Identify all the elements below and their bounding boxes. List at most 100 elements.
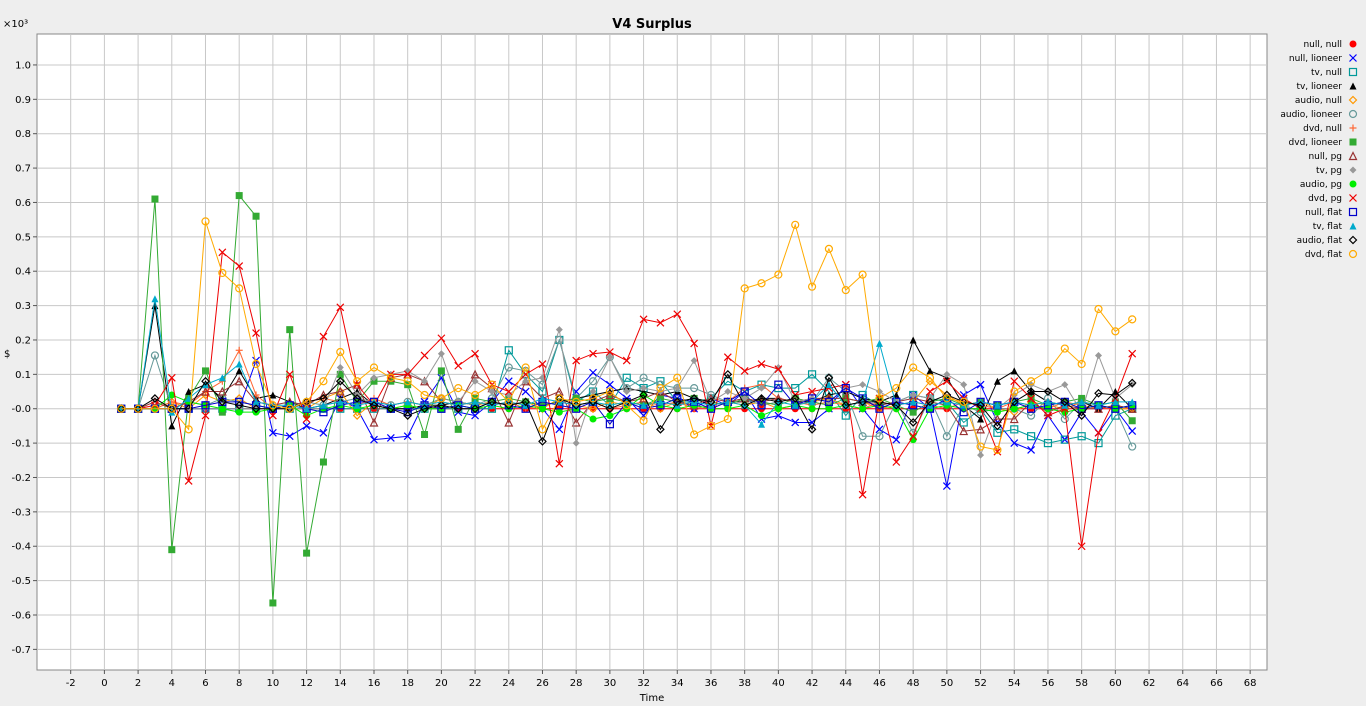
data-point <box>690 357 698 365</box>
data-point <box>201 386 210 396</box>
legend-item: audio, pg <box>1300 180 1357 190</box>
data-point <box>859 405 867 413</box>
x-tick-label: 58 <box>1075 678 1088 689</box>
data-point <box>471 349 480 358</box>
x-tick-label: 44 <box>839 678 852 689</box>
data-point <box>757 394 766 403</box>
y-tick-label: 1.0 <box>15 60 31 71</box>
legend-item: dvd, lioneer <box>1289 138 1357 148</box>
data-point <box>470 390 480 400</box>
data-point <box>285 404 294 413</box>
data-point <box>386 434 395 442</box>
data-point <box>824 373 834 383</box>
data-point <box>1010 439 1019 448</box>
x-tick-label: 18 <box>401 678 414 689</box>
legend-marker <box>1349 194 1357 202</box>
data-point <box>808 387 816 396</box>
data-point <box>1111 398 1119 406</box>
data-point <box>319 394 328 403</box>
x-tick-label: 26 <box>536 678 549 689</box>
data-point <box>403 370 412 379</box>
data-point <box>1094 428 1103 437</box>
data-point <box>251 359 261 369</box>
data-point <box>605 348 614 356</box>
data-point <box>622 373 631 382</box>
y-tick-label: -0.0 <box>11 404 31 415</box>
data-point <box>673 373 682 382</box>
data-point <box>454 361 463 370</box>
data-point <box>437 334 446 343</box>
data-point <box>706 397 716 407</box>
data-point <box>606 353 614 361</box>
data-point <box>454 425 462 433</box>
legend-label: null, lioneer <box>1289 54 1342 64</box>
data-point <box>319 332 328 341</box>
data-point <box>504 417 514 427</box>
data-point <box>185 394 193 402</box>
data-point <box>774 411 783 420</box>
data-point <box>151 195 159 203</box>
data-point <box>959 426 969 436</box>
data-point <box>538 425 547 434</box>
data-point <box>420 351 429 360</box>
data-point <box>774 363 782 371</box>
legend-item: tv, null <box>1311 67 1358 78</box>
data-point <box>471 411 480 420</box>
legend-item: null, null <box>1303 40 1357 50</box>
x-tick-label: 52 <box>974 678 987 689</box>
legend-marker <box>1349 82 1357 90</box>
data-point <box>555 425 564 434</box>
y-tick-label: -0.4 <box>11 542 31 553</box>
legend-marker <box>1348 67 1358 77</box>
data-point <box>420 404 429 414</box>
data-point <box>235 360 243 368</box>
data-point <box>234 400 244 410</box>
data-point <box>303 549 311 557</box>
data-point <box>471 398 479 406</box>
data-point <box>824 244 834 253</box>
data-point <box>268 411 277 420</box>
data-point <box>774 380 783 389</box>
data-point <box>217 386 227 396</box>
data-point <box>622 401 631 410</box>
y-tick-label: 0.8 <box>15 129 31 140</box>
x-tick-label: 28 <box>570 678 583 689</box>
y-axis: -0.7 -0.6 -0.5 -0.4 -0.3 -0.2 -0.1 -0.0 0.1 0.2 0.… <box>11 60 1267 656</box>
data-point <box>858 432 867 441</box>
data-point <box>656 383 665 393</box>
x-tick-label: 6 <box>202 678 208 689</box>
data-point <box>319 377 328 386</box>
data-point <box>150 404 160 413</box>
data-point <box>437 400 446 410</box>
data-point <box>723 353 732 362</box>
data-point <box>420 390 429 400</box>
data-point <box>1043 366 1053 376</box>
data-point <box>673 384 681 392</box>
data-point <box>824 397 834 406</box>
data-point <box>588 377 598 386</box>
data-point <box>724 405 732 413</box>
data-point <box>706 421 716 431</box>
legend-label: audio, null <box>1295 96 1342 106</box>
data-point <box>403 432 412 441</box>
x-tick-label: 32 <box>637 678 650 689</box>
data-point <box>1043 387 1053 396</box>
data-point <box>976 400 985 410</box>
data-point <box>740 366 749 375</box>
x-tick-label: 12 <box>300 678 313 689</box>
legend-marker <box>1348 249 1358 259</box>
data-point <box>875 432 884 441</box>
data-point <box>774 365 783 374</box>
data-point <box>892 435 901 444</box>
legend-label: dvd, pg <box>1308 194 1342 204</box>
data-point <box>1128 417 1136 425</box>
series-line <box>121 221 1133 451</box>
data-point <box>1026 387 1036 396</box>
legend-label: dvd, null <box>1303 124 1342 134</box>
data-point <box>1010 367 1018 375</box>
y-tick-label: 0.4 <box>15 267 31 278</box>
data-point <box>251 404 261 414</box>
x-tick-label: 0 <box>101 678 107 689</box>
data-point <box>522 377 530 385</box>
x-tick-label: 48 <box>907 678 920 689</box>
